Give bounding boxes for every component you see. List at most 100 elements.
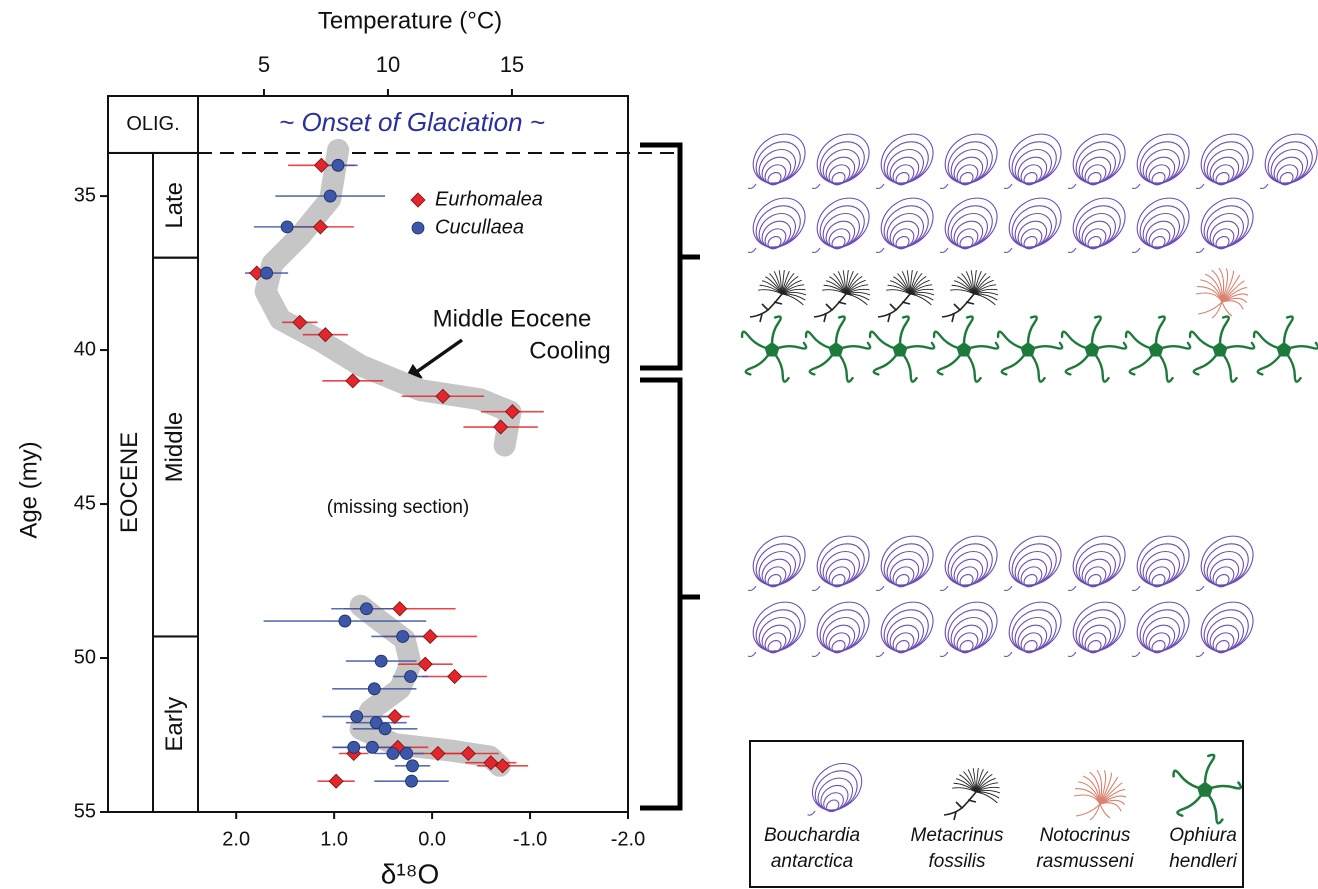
brachiopod-icon [1259,133,1318,190]
ophiura-arm [1256,353,1282,376]
shell-ring [1215,574,1230,588]
shell-ring [758,212,796,249]
shell-ring [959,236,974,250]
metacrinus-icon [877,270,935,323]
shell-beak [807,810,816,816]
ophiura-arm [1224,341,1256,350]
ophiura-disc [764,342,780,357]
species-epithet: rasmusseni [1036,851,1134,872]
ophiura-disc [1020,342,1036,357]
crinoid-arm [1221,270,1235,303]
species-legend-box [749,740,1244,888]
shell-beak [1195,651,1205,658]
shell-ring [761,558,792,587]
species-genus: Bouchardia [764,825,860,846]
crinoid-arm [1221,280,1245,303]
shell-ring [1023,236,1038,250]
shell-ring [1145,558,1176,587]
ophiura-icon [1252,315,1318,383]
brachiopod-icon [875,197,934,254]
shell-ring [947,141,993,184]
ophiura-icon [804,315,872,383]
crinoid-stalk [813,293,847,323]
shell-ring [956,164,979,185]
shell-ring [819,205,865,248]
data-point [369,716,383,730]
shell-ring [889,220,920,249]
ophiura-arm [1218,315,1230,346]
shell-ring [947,543,993,586]
shell-ring [889,156,920,185]
shell-ring [889,558,920,587]
data-point [313,157,329,173]
brachiopod-icon [1067,197,1126,254]
shell-ring [819,609,865,652]
data-point [387,708,403,725]
brachiopod-icon [1131,535,1190,592]
shell-ring [764,632,787,653]
shell-ring [814,770,858,811]
shell-ring [825,156,856,185]
ophiura-icon [868,315,936,383]
crinoid-arm [1197,286,1223,303]
shell-ring [950,616,988,653]
brachiopod-icon [1003,197,1062,254]
shell-beak [1067,585,1077,592]
shell-ring [892,566,915,587]
shell-ring [1084,566,1107,587]
data-point [338,614,352,628]
shell-ring [1136,535,1190,586]
ophiura-arm [966,353,982,383]
shell-ring [1011,141,1057,184]
shell-ring [892,228,915,249]
shell-ring [1081,156,1112,185]
shell-ring [1008,197,1062,248]
ophiura-arm [840,341,872,350]
shell-beak [747,183,757,190]
shell-ring [1023,640,1038,654]
shell-beak [1003,651,1013,658]
ophiura-disc [1084,342,1100,357]
shell-beak [1195,247,1205,254]
brachiopod-icon [1003,601,1062,658]
shell-ring [1209,156,1240,185]
x-tick-label: 0.0 [418,828,446,850]
species-legend: Bouchardia antarctica Metacrinus fossili… [764,825,1238,872]
data-point [417,656,433,672]
crinoid-arm [1089,771,1101,805]
shell-ring [883,543,929,586]
shell-ring [767,574,782,588]
shell-ring [761,624,792,653]
brachiopod-icon [1195,601,1254,658]
shell-ring [820,784,849,812]
crinoid-arm [1099,770,1107,805]
legend-marker [411,221,425,235]
shell-ring [1209,220,1240,249]
shell-ring [1209,558,1240,587]
shell-ring [1023,172,1038,186]
shell-ring [828,566,851,587]
data-point [280,220,294,234]
missing-note: (missing section) [327,497,470,518]
ophiura-disc [956,342,972,357]
shell-ring [816,535,870,586]
shell-ring [823,792,844,812]
ophiura-icon [1124,315,1192,383]
x-tick-label: 1.0 [320,828,348,850]
ophiura-arm [996,330,1024,350]
crinoid-arm [1099,776,1119,805]
ophiura-icon [1060,315,1128,383]
brachiopod-icon [939,535,998,592]
shell-ring [1145,156,1176,185]
shell-beak [1067,183,1077,190]
shell-ring [1270,148,1308,185]
shell-ring [1215,172,1230,186]
data-point [406,759,419,773]
shell-ring [755,141,801,184]
shell-ring [1084,632,1107,653]
ophiura-arm [1000,353,1026,376]
shell-ring [819,543,865,586]
shell-ring [1136,133,1190,184]
brachiopod-icon [875,601,934,658]
ophiura-arm [776,341,808,350]
